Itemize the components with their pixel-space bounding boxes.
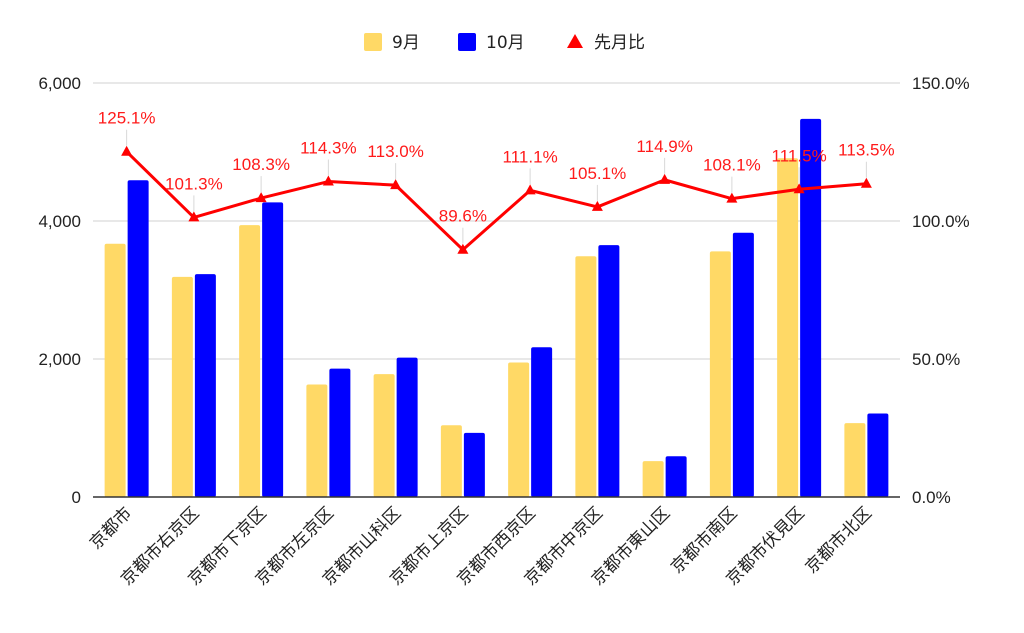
category-label: 京都市北区 [802, 503, 876, 577]
right-tick-label: 150.0% [912, 74, 970, 93]
bar-september [508, 362, 530, 497]
ratio-marker [322, 175, 334, 186]
ratio-data-label: 89.6% [439, 207, 487, 226]
bar-october [665, 456, 687, 497]
ratio-data-label: 113.5% [838, 141, 894, 160]
bar-october [262, 202, 284, 497]
bar-september [642, 461, 664, 497]
bar-october [531, 347, 553, 497]
left-tick-label: 2,000 [38, 350, 81, 369]
right-tick-label: 0.0% [912, 488, 951, 507]
bar-october [194, 274, 216, 497]
right-axis: 0.0% 50.0% 100.0% 150.0% [912, 74, 970, 507]
ratio-marker [860, 177, 872, 188]
right-tick-label: 100.0% [912, 212, 970, 231]
ratio-marker [659, 173, 671, 184]
bar-september [373, 374, 395, 497]
bars [104, 118, 889, 498]
legend-swatch [458, 33, 476, 51]
bar-september [239, 225, 261, 497]
legend: 9月 10月 先月比 [364, 33, 645, 53]
legend-swatch [364, 33, 382, 51]
bar-september [575, 256, 597, 497]
ratio-line-series [121, 145, 872, 254]
bar-september [844, 423, 866, 497]
legend-label: 先月比 [594, 33, 645, 53]
ratio-marker [524, 184, 536, 195]
bar-october [396, 357, 418, 497]
left-axis: 0 2,000 4,000 6,000 [38, 74, 81, 507]
ratio-marker [726, 192, 738, 203]
bar-september [777, 158, 799, 497]
legend-label: 10月 [486, 33, 525, 53]
bar-september [440, 425, 462, 497]
left-tick-label: 6,000 [38, 74, 81, 93]
ratio-data-label: 114.3% [300, 139, 356, 158]
bar-october [598, 245, 620, 497]
ratio-data-label: 111.1% [503, 147, 558, 166]
ratio-data-label: 108.3% [232, 155, 290, 174]
category-label: 京都市 [86, 503, 136, 553]
bar-october [800, 118, 822, 497]
ratio-marker [188, 211, 200, 222]
bar-october [329, 368, 351, 497]
ratio-marker [121, 145, 133, 156]
legend-swatch [567, 34, 583, 48]
bar-october [463, 432, 485, 497]
ratio-marker [457, 243, 469, 254]
ratio-marker [390, 179, 402, 190]
bar-september [171, 276, 193, 497]
bar-september [104, 243, 126, 497]
ratio-data-label: 125.1% [98, 109, 156, 128]
bar-october [867, 413, 889, 497]
ratio-marker [591, 200, 603, 211]
left-tick-label: 4,000 [38, 212, 81, 231]
ratio-marker [793, 183, 805, 194]
left-tick-label: 0 [72, 488, 81, 507]
ratio-line [125, 150, 867, 252]
ratio-marker [255, 192, 267, 203]
bar-october [127, 180, 149, 498]
ratio-data-label: 114.9% [636, 137, 692, 156]
right-tick-label: 50.0% [912, 350, 960, 369]
ratio-data-label: 111.5% [772, 146, 827, 165]
bar-october [732, 232, 754, 498]
bar-september [709, 251, 731, 497]
legend-label: 9月 [392, 33, 420, 53]
bar-september [306, 384, 328, 497]
ratio-data-label: 113.0% [367, 142, 423, 161]
ratio-data-labels: 125.1% 101.3% 108.3% 114.3% 113.0% 89.6% 111.1… [98, 109, 895, 244]
ratio-data-label: 105.1% [569, 164, 627, 183]
ratio-data-label: 108.1% [703, 156, 761, 175]
category-axis: 京都市京都市右京区京都市下京区京都市左京区京都市山科区京都市上京区京都市西京区京… [86, 503, 876, 589]
ratio-data-label: 101.3% [165, 174, 223, 193]
